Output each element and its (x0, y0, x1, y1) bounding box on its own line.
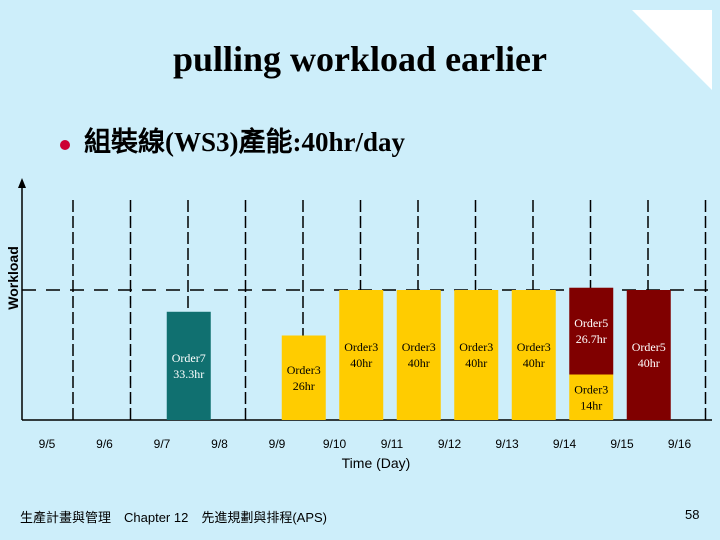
x-tick-label: 9/15 (610, 437, 634, 451)
bar-segment (569, 287, 614, 375)
bar-segment (454, 290, 499, 420)
slide-title: pulling workload earlier (172, 39, 547, 79)
x-tick-label: 9/8 (211, 437, 228, 451)
x-tick-label: 9/14 (553, 437, 577, 451)
bar-segment (626, 290, 671, 420)
x-tick-label: 9/11 (381, 437, 404, 451)
bar-label: Order7 33.3hr (172, 351, 206, 381)
bar-label: Order3 40hr (459, 340, 493, 370)
bar-segment (281, 335, 326, 420)
bullet-icon (60, 139, 70, 150)
footer-text: 生產計畫與管理 Chapter 12 先進規劃與排程(APS) (20, 510, 327, 525)
y-axis-arrow (18, 178, 26, 188)
bar-segment (339, 290, 384, 420)
bar-label: Order5 26.7hr (574, 316, 608, 346)
bar-segment (569, 374, 614, 420)
x-tick-label: 9/9 (269, 437, 286, 451)
bar-label: Order3 40hr (402, 340, 436, 370)
bullet-item: 組裝線(WS3)產能:40hr/day (60, 120, 405, 159)
x-tick-label: 9/10 (323, 437, 347, 451)
x-tick-label: 9/13 (495, 437, 519, 451)
x-tick-label: 9/5 (39, 437, 56, 451)
x-axis-label: Time (Day) (342, 455, 411, 471)
bar-label: Order3 40hr (517, 340, 551, 370)
bar-label: Order3 14hr (574, 382, 608, 412)
page-number: 58 (685, 507, 700, 522)
x-tick-label: 9/12 (438, 437, 462, 451)
bar-segment (166, 311, 211, 420)
bullet-text: 組裝線(WS3)產能:40hr/day (84, 127, 406, 157)
bar-segment (396, 290, 441, 420)
bar-label: Order3 40hr (344, 340, 378, 370)
x-tick-label: 9/16 (668, 437, 692, 451)
x-tick-label: 9/7 (154, 437, 171, 451)
bar-segment (511, 290, 556, 420)
corner-fold (632, 10, 712, 90)
bar-label: Order5 40hr (632, 340, 666, 370)
x-tick-label: 9/6 (96, 437, 113, 451)
bar-label: Order3 26hr (287, 363, 321, 393)
